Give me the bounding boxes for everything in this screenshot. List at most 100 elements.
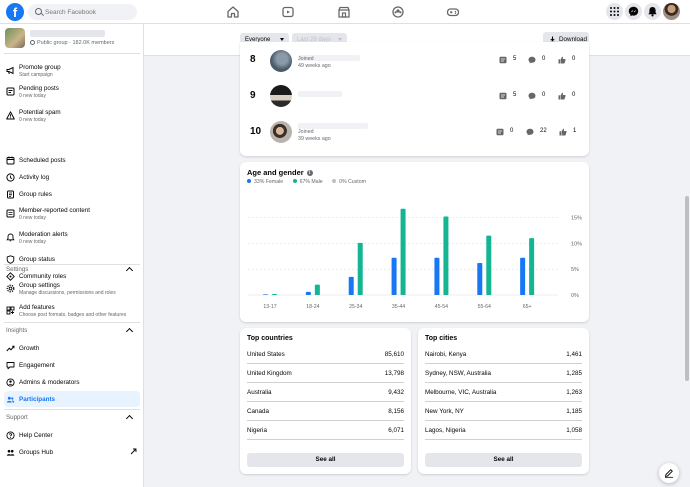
search-input[interactable]	[45, 4, 133, 20]
contributor-name-redacted	[298, 55, 360, 61]
sidebar-item-growth[interactable]: Growth	[4, 340, 140, 356]
age-gender-bar-chart: 0% 5% 10% 15% 13-17 18-24 25-34 35-44 45-54 55-64…	[248, 208, 582, 310]
groups-icon[interactable]	[391, 5, 405, 19]
list-item-name: United Kingdom	[247, 370, 292, 377]
sidebar-item-groups-hub[interactable]: Groups Hub	[4, 444, 140, 460]
section-support-label: Support	[6, 414, 28, 421]
contributor-name-redacted	[298, 91, 342, 97]
clock-icon	[6, 173, 15, 182]
bar-female-55-64[interactable]	[477, 262, 483, 295]
video-icon[interactable]	[281, 5, 295, 19]
sidebar-item-scheduled-posts[interactable]: Scheduled posts	[4, 152, 140, 168]
menu-grid-icon[interactable]	[606, 3, 623, 20]
contributor-avatar[interactable]	[270, 121, 292, 143]
like-icon	[559, 128, 567, 136]
list-item-name: United States	[247, 351, 285, 358]
sidebar-item-potential-spam[interactable]: Potential spam 0 new today	[4, 107, 140, 123]
sidebar-item-sub: Choose post formats, badges and other fe…	[19, 312, 127, 318]
sidebar-item-activity-log[interactable]: Activity log	[4, 169, 140, 185]
list-item: Nigeria 6,071	[247, 421, 404, 440]
home-icon[interactable]	[226, 5, 240, 19]
bar-female-18-24[interactable]	[305, 291, 311, 295]
bar-male-45-54[interactable]	[443, 216, 449, 295]
marketplace-icon[interactable]	[337, 5, 351, 19]
caret-down-icon	[338, 38, 342, 41]
bar-female-13-17[interactable]	[263, 294, 268, 295]
notifications-bell-icon[interactable]	[644, 3, 661, 20]
group-header[interactable]: Public group · 182.0K members	[5, 28, 140, 50]
contributor-avatar[interactable]	[270, 85, 292, 107]
compose-button[interactable]	[659, 463, 679, 483]
age-gender-title: Age and gender i	[247, 168, 313, 177]
search-box[interactable]	[28, 4, 137, 20]
sidebar-item-promote-group[interactable]: Promote group Start campaign	[4, 62, 140, 78]
legend-swatch	[332, 179, 337, 183]
x-tick-label: 55-64	[478, 304, 491, 310]
sidebar-item-group-status[interactable]: Group status	[4, 251, 140, 267]
group-name-redacted	[30, 30, 105, 37]
globe-icon	[30, 40, 35, 45]
y-tick-label: 10%	[571, 241, 582, 247]
bar-female-45-54[interactable]	[434, 257, 440, 295]
period-dropdown-value: Last 28 days	[297, 37, 332, 43]
chevron-up-icon[interactable]	[125, 327, 134, 336]
countries-see-all-button[interactable]: See all	[247, 453, 404, 467]
contributor-joined: Joined 39 weeks ago	[298, 129, 331, 143]
list-item: New York, NY 1,185	[425, 402, 582, 421]
x-tick-label: 45-54	[435, 304, 448, 310]
top-countries-card: Top countries United States 85,610 United …	[240, 328, 411, 474]
sidebar-item-sub: 0 new today	[19, 117, 46, 123]
sidebar-item-member-reported-content[interactable]: Member-reported content 0 new today	[4, 205, 140, 221]
profile-avatar[interactable]	[663, 3, 680, 20]
posts-count: 5	[513, 92, 517, 98]
legend-label: 0% Custom	[339, 179, 366, 185]
scrollbar-thumb[interactable]	[685, 196, 689, 381]
sidebar-item-group-settings[interactable]: Group settings Manage discussions, permi…	[4, 280, 140, 296]
bar-male-35-44[interactable]	[400, 208, 406, 295]
joined-label: Joined	[298, 56, 314, 62]
bar-male-55-64[interactable]	[486, 235, 492, 295]
sidebar-item-moderation-alerts[interactable]: Moderation alerts 0 new today	[4, 229, 140, 245]
divider	[4, 264, 140, 265]
sidebar-item-participants[interactable]: Participants	[4, 391, 140, 407]
sidebar-item-help-center[interactable]: Help Center	[4, 427, 140, 443]
bar-male-65+[interactable]	[529, 238, 535, 295]
list-item-value: 1,058	[566, 427, 582, 434]
sidebar-item-label: Group rules	[19, 191, 52, 198]
sidebar-item-community-roles[interactable]: Community roles	[4, 268, 140, 284]
messenger-icon[interactable]	[625, 3, 642, 20]
list-item-name: Sydney, NSW, Australia	[425, 370, 492, 377]
bar-male-25-34[interactable]	[357, 242, 363, 295]
sidebar-item-label: Pending posts	[19, 85, 59, 92]
chevron-up-icon[interactable]	[125, 414, 134, 423]
bar-female-35-44[interactable]	[391, 257, 397, 295]
list-item: United States 85,610	[247, 345, 404, 364]
list-item-name: New York, NY	[425, 408, 464, 415]
contributor-avatar[interactable]	[270, 50, 292, 72]
sidebar-item-sub: Manage discussions, permissions and role…	[19, 290, 116, 296]
sidebar-item-pending-posts[interactable]: Pending posts 0 new today	[4, 83, 140, 99]
comment-icon	[528, 56, 536, 64]
legend-item-male: 67% Male	[292, 179, 323, 185]
y-tick-label: 0%	[571, 293, 579, 299]
list-item: Australia 9,432	[247, 383, 404, 402]
bar-male-18-24[interactable]	[314, 284, 320, 295]
help-icon	[6, 431, 15, 440]
sidebar-item-label: Participants	[19, 396, 56, 403]
sidebar-item-label: Add features	[19, 304, 55, 311]
page-scrollbar[interactable]	[684, 56, 690, 487]
bar-female-65+[interactable]	[520, 257, 526, 295]
info-icon[interactable]: i	[306, 170, 313, 176]
sidebar-item-label: Engagement	[19, 362, 55, 369]
sidebar-item-admins-moderators[interactable]: Admins & moderators	[4, 374, 140, 390]
sidebar-item-group-rules[interactable]: Group rules	[4, 186, 140, 202]
facebook-logo-icon[interactable]: f	[6, 3, 24, 21]
sidebar-item-engagement[interactable]: Engagement	[4, 357, 140, 373]
comments-count: 0	[542, 56, 546, 62]
like-icon	[558, 56, 566, 64]
gaming-icon[interactable]	[446, 5, 460, 19]
bar-male-13-17[interactable]	[272, 293, 277, 295]
cities-see-all-button[interactable]: See all	[425, 453, 582, 467]
sidebar-item-add-features[interactable]: Add features Choose post formats, badges…	[4, 302, 140, 318]
bar-female-25-34[interactable]	[348, 276, 354, 295]
